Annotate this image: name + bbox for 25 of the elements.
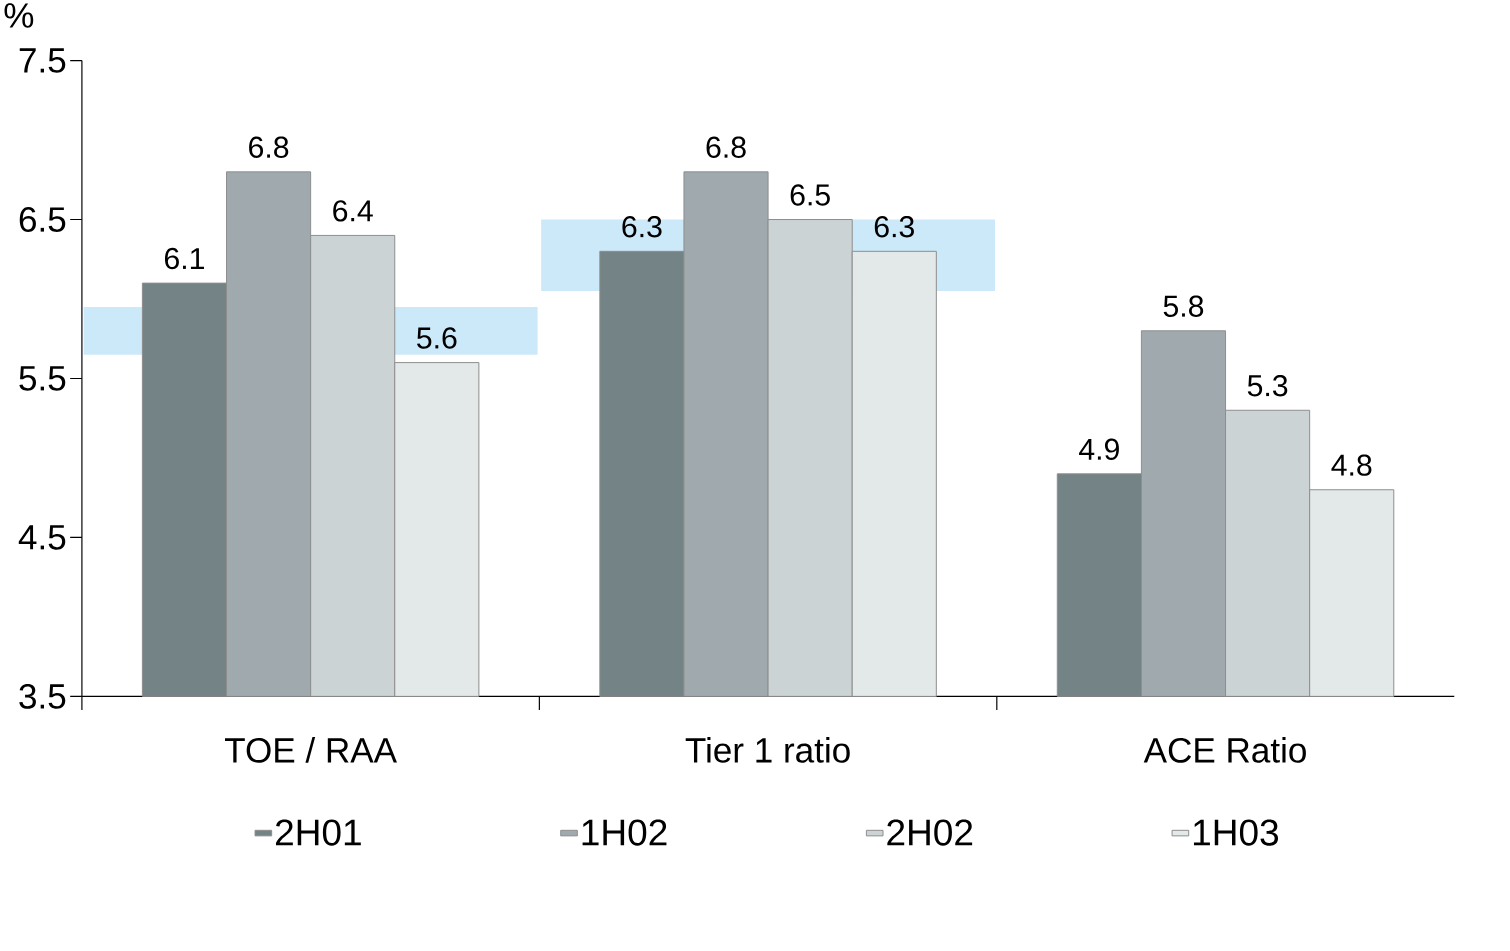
data-label: 5.6	[417, 327, 457, 349]
legend-label: 2H01	[275, 819, 361, 846]
x-tick-label: Tier 1 ratio	[685, 737, 850, 763]
y-tick-label: 6.5	[19, 207, 66, 233]
legend-label: 1H02	[582, 819, 667, 846]
data-label: 5.8	[1163, 295, 1204, 318]
data-label: 6.3	[874, 216, 914, 238]
data-label: 4.9	[1079, 438, 1119, 461]
data-label: 6.4	[333, 200, 373, 222]
y-tick-label: 4.5	[18, 525, 66, 550]
data-label: 5.3	[1247, 375, 1288, 397]
data-label: 6.1	[164, 247, 204, 270]
y-tick-label: 7.5	[19, 48, 66, 73]
x-tick-label: ACE Ratio	[1143, 737, 1306, 763]
data-label: 6.8	[706, 136, 746, 159]
legend-label: 2H02	[887, 819, 973, 846]
data-label: 4.8	[1331, 454, 1372, 476]
data-label: 6.5	[790, 184, 830, 206]
y-axis-title: %	[4, 3, 34, 28]
data-label: 6.8	[249, 136, 289, 159]
y-tick-label: 5.5	[19, 366, 66, 391]
x-tick-label: TOE / RAA	[225, 737, 397, 763]
data-label: 6.3	[622, 216, 662, 238]
y-tick-label: 3.5	[19, 684, 66, 709]
legend-label: 1H03	[1193, 819, 1279, 846]
